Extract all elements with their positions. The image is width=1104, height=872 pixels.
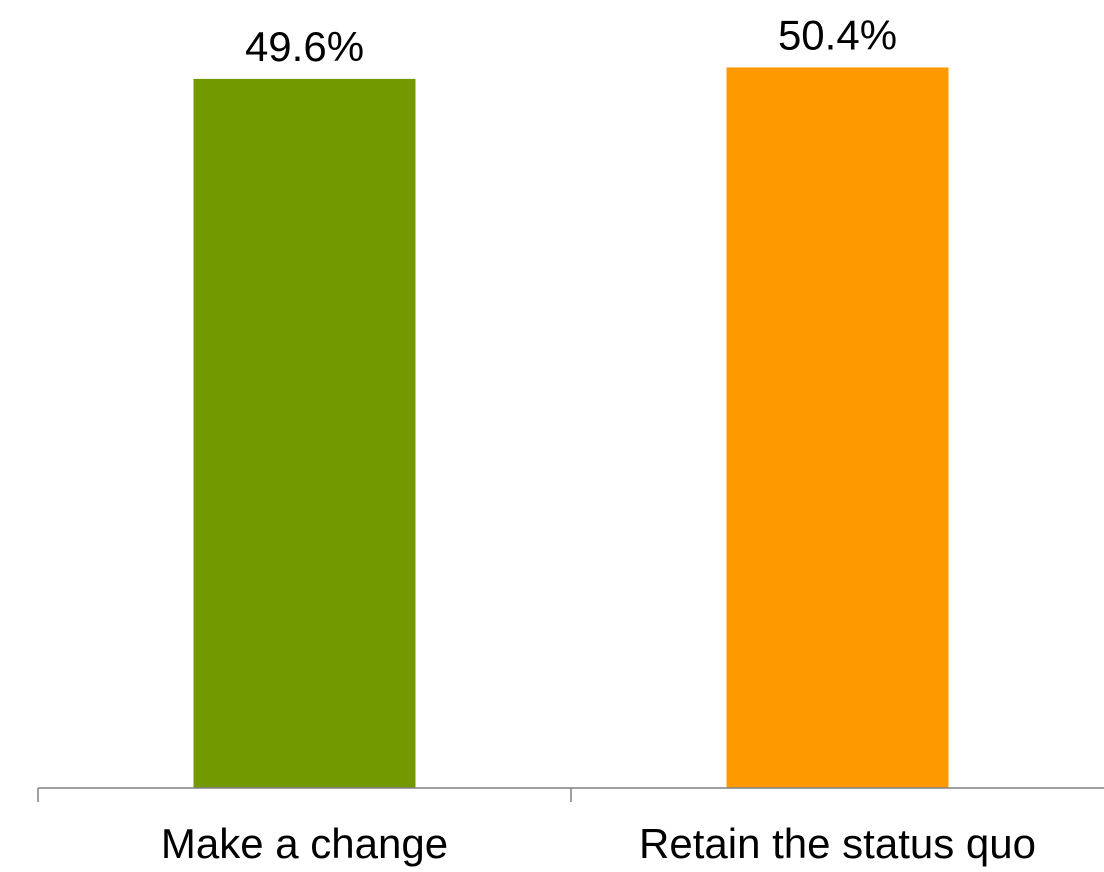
category-labels-group: Make a change Retain the status quo: [161, 820, 1036, 867]
category-label-2: Retain the status quo: [639, 820, 1036, 867]
category-label-1: Make a change: [161, 820, 448, 867]
bars-group: [193, 67, 949, 788]
bar-value-label-2: 50.4%: [778, 11, 897, 58]
value-labels-group: 49.6% 50.4%: [245, 11, 897, 69]
x-axis-ticks: [37, 788, 572, 802]
bar-value-label-1: 49.6%: [245, 23, 364, 70]
bar-2: [726, 67, 949, 788]
bar-1: [193, 78, 416, 788]
